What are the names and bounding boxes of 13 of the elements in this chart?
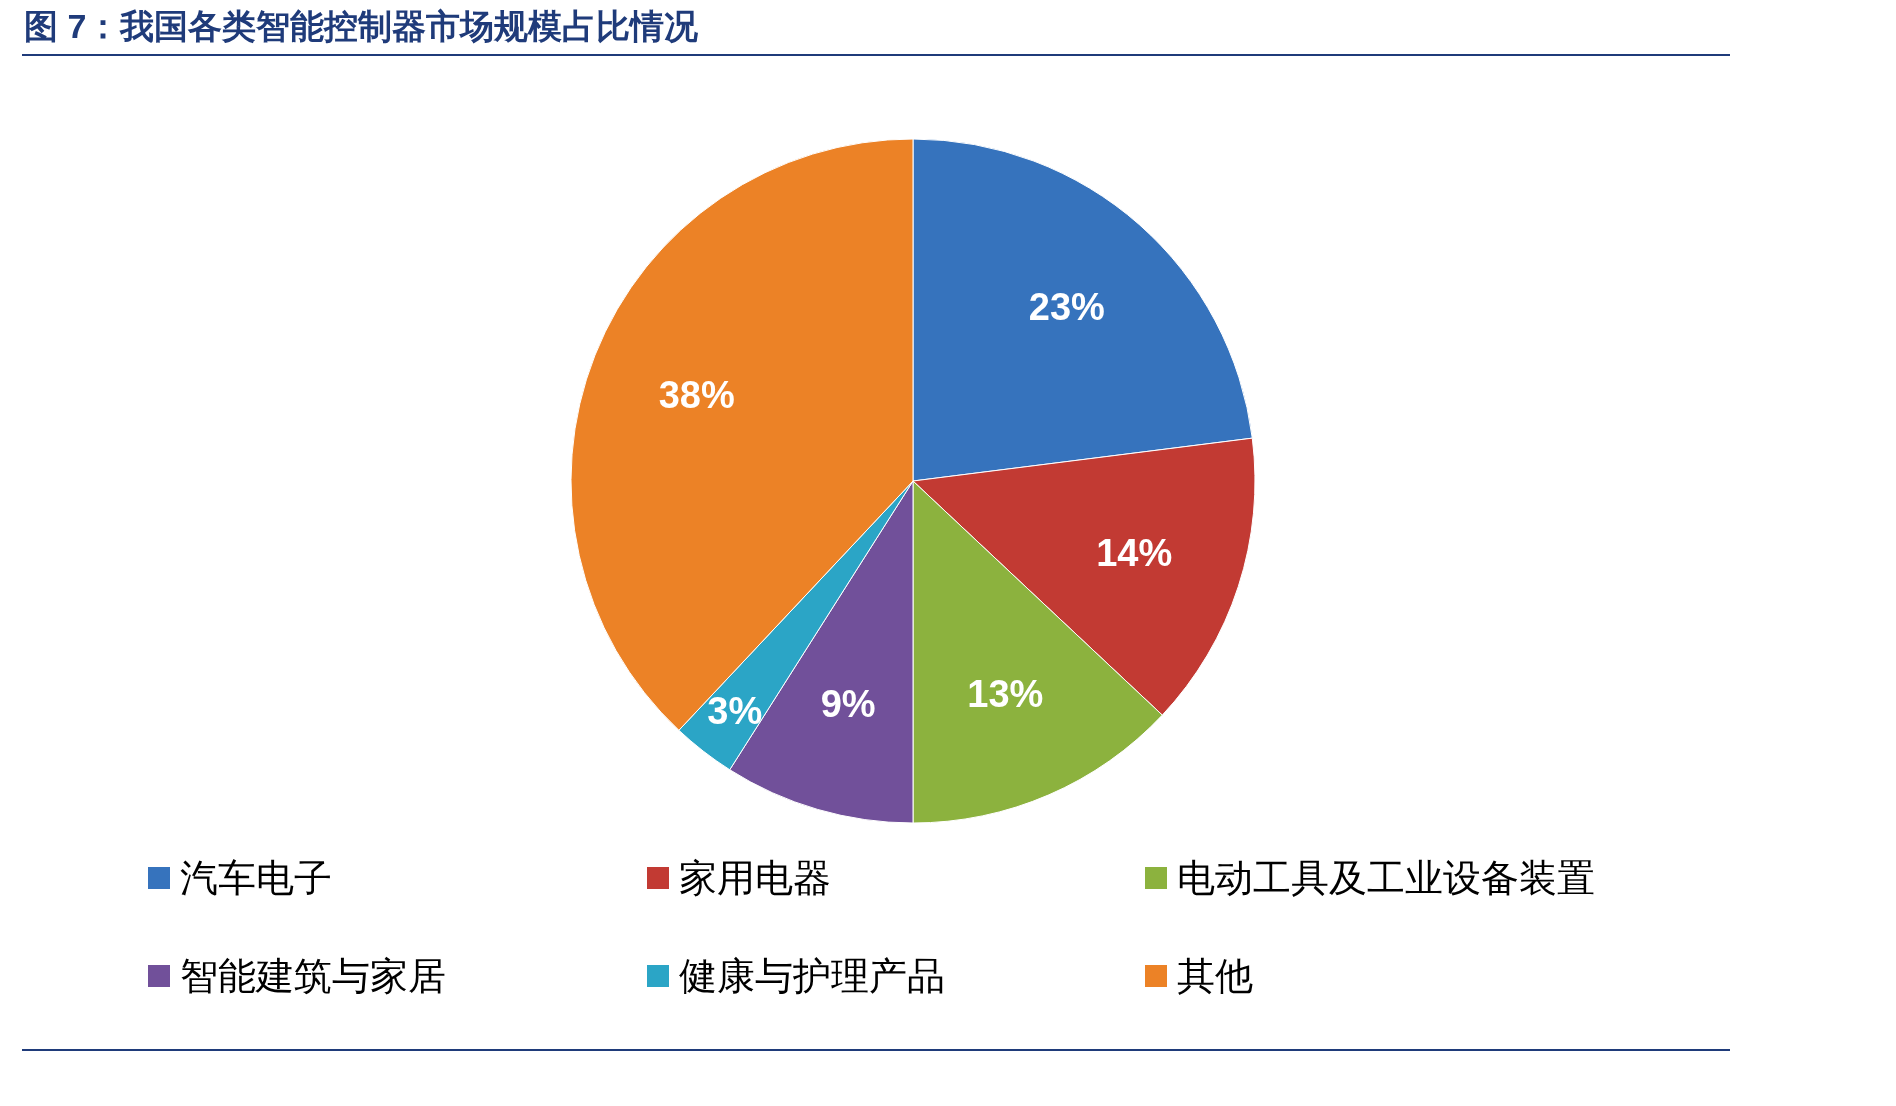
legend-label: 家用电器 xyxy=(679,857,831,899)
legend-label: 智能建筑与家居 xyxy=(180,955,446,997)
legend-label: 电动工具及工业设备装置 xyxy=(1177,857,1595,899)
legend-label: 汽车电子 xyxy=(180,857,332,899)
data-label: 38% xyxy=(658,374,735,417)
legend-label: 其他 xyxy=(1177,955,1253,997)
legend-label: 健康与护理产品 xyxy=(679,955,945,997)
data-label: 13% xyxy=(967,673,1044,716)
data-label: 3% xyxy=(707,689,763,732)
data-label: 14% xyxy=(1096,531,1173,574)
chart-title: 图 7：我国各类智能控制器市场规模占比情况 xyxy=(24,7,700,45)
data-label: 9% xyxy=(820,683,876,726)
data-label: 23% xyxy=(1028,285,1105,328)
